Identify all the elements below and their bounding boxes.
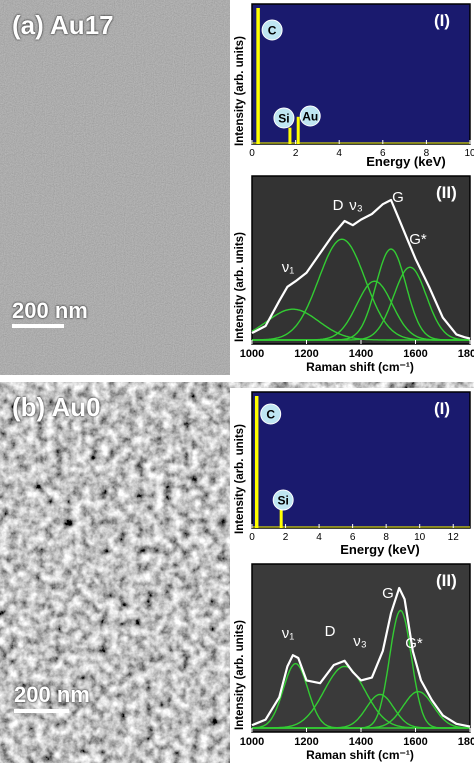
eds-peak-label-badge-a-0 [261, 19, 283, 41]
eds-tick-label-b-4: 8 [383, 532, 389, 543]
raman-tick-label-a-2: 1400 [349, 348, 373, 360]
raman-band-label-a-0: ν₁ [282, 259, 295, 276]
eds-peak-a-si [288, 127, 292, 144]
eds-xlabel-b: Energy (keV) [340, 542, 419, 557]
panel-a: (a) Au17 200 nm C Si Au 0 2 4 6 8 10 (I) Energy … [0, 0, 474, 375]
eds-tick-label-b-0: 0 [249, 532, 255, 543]
eds-peak-label-b-si: Si [278, 494, 289, 508]
eds-tick-label-a-2: 4 [336, 148, 342, 159]
raman-envelope-a [251, 198, 471, 340]
raman-band-label-b-2: ν₃ [353, 633, 367, 650]
raman-band-label-b-1: D [325, 623, 336, 640]
eds-baseline-a [252, 142, 470, 144]
raman-xlabel-b: Raman shift (cm⁻¹) [306, 748, 414, 762]
raman-tick-label-a-1: 1200 [294, 348, 318, 360]
raman-ylabel-a: Intensity (arb. units) [234, 232, 246, 342]
eds-peak-label-a-si: Si [278, 112, 289, 126]
scale-bar-a [12, 324, 64, 328]
eds-xlabel-a: Energy (keV) [366, 154, 445, 169]
eds-peak-label-a-au: Au [302, 110, 318, 124]
raman-xlabel-a: Raman shift (cm⁻¹) [306, 360, 414, 374]
eds-tick-label-b-5: 10 [414, 532, 426, 543]
raman-tick-label-a-0: 1000 [240, 348, 264, 360]
eds-ylabel-a: Intensity (arb. units) [234, 36, 246, 146]
raman-band-label-a-3: G [392, 189, 404, 206]
eds-tick-label-a-4: 8 [424, 148, 430, 159]
panel-label-a: (a) Au17 [12, 10, 114, 40]
raman-tick-label-a-4: 1800 [458, 348, 474, 360]
scale-bar-b [14, 709, 69, 713]
raman-band-label-a-4: G* [409, 231, 427, 248]
eds-peak-a-c [256, 8, 260, 144]
raman-tick-label-b-0: 1000 [240, 736, 264, 748]
raman-tick-label-b-4: 1800 [458, 736, 474, 748]
panel-b: (b) Au0 200 nm C Si 0 2 4 6 8 10 12 (I) Energy (… [0, 382, 474, 763]
scale-text-a: 200 nm [12, 298, 88, 323]
scale-text-b: 200 nm [14, 682, 90, 707]
eds-tick-label-b-1: 2 [283, 532, 289, 543]
eds-ylabel-b: Intensity (arb. units) [234, 424, 246, 534]
eds-inset-b: C Si 0 2 4 6 8 10 12 (I) Energy (keV) Intensity … [230, 388, 474, 560]
raman-tick-label-a-3: 1600 [403, 348, 427, 360]
raman-component-a-4 [252, 266, 470, 341]
raman-band-label-a-1: D [333, 197, 344, 214]
eds-peak-label-badge-a-2 [299, 105, 321, 127]
raman-inset-b: ν₁ Dν₃ G G* 1000 1200 1400 1600 1800 (II) Raman … [230, 560, 474, 763]
eds-peak-label-badge-b-0 [260, 403, 282, 425]
panel-label-b: (b) Au0 [12, 392, 101, 422]
eds-baseline-b [252, 526, 470, 528]
raman-band-label-b-3: G [382, 585, 394, 602]
raman-tag-b: (II) [436, 571, 457, 590]
eds-peak-label-badge-a-1 [273, 107, 295, 129]
eds-tag-a: (I) [434, 11, 450, 30]
eds-tick-label-b-2: 4 [316, 532, 322, 543]
eds-tick-label-a-3: 6 [380, 148, 386, 159]
eds-peak-label-a-c: C [268, 24, 277, 38]
eds-peak-label-badge-b-1 [272, 489, 294, 511]
eds-peak-b-c [254, 396, 259, 528]
eds-tick-label-a-1: 2 [293, 148, 299, 159]
raman-envelope-b [251, 586, 471, 728]
eds-peak-b-si [279, 509, 283, 528]
eds-peak-a-au [296, 116, 300, 144]
raman-ylabel-b: Intensity (arb. units) [234, 620, 246, 730]
raman-band-label-b-0: ν₁ [282, 625, 295, 642]
eds-tick-label-b-6: 12 [448, 532, 460, 543]
raman-band-label-a-2: ν₃ [349, 197, 363, 214]
eds-tick-label-a-5: 10 [464, 148, 474, 159]
raman-tick-label-b-1: 1200 [294, 736, 318, 748]
raman-tick-label-b-3: 1600 [403, 736, 427, 748]
eds-peak-label-b-c: C [266, 408, 275, 422]
eds-inset-a: C Si Au 0 2 4 6 8 10 (I) Energy (keV) Intensity … [230, 0, 474, 172]
raman-band-label-b-4: G* [405, 635, 423, 652]
eds-tag-b: (I) [434, 399, 450, 418]
eds-tick-label-b-3: 6 [350, 532, 356, 543]
raman-tick-label-b-2: 1400 [349, 736, 373, 748]
eds-tick-label-a-0: 0 [249, 148, 255, 159]
raman-inset-a: ν₁ Dν₃ G G* 1000 1200 1400 1600 1800 (II) Raman … [230, 172, 474, 375]
raman-tag-a: (II) [436, 183, 457, 202]
